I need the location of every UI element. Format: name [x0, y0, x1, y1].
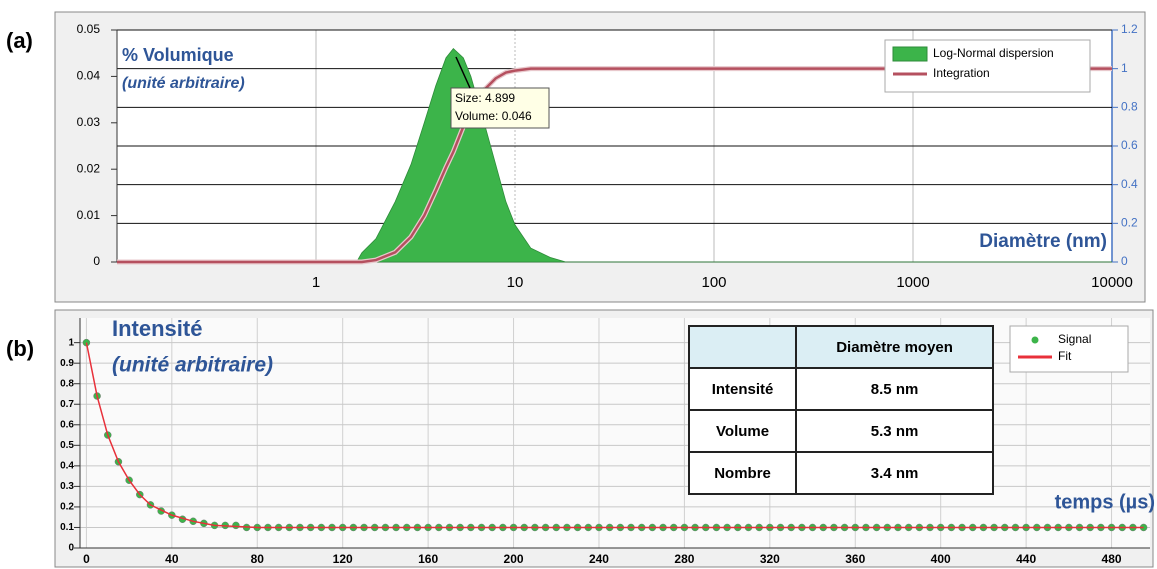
- x-tick-label: 360: [845, 552, 865, 566]
- x-tick-label: 40: [165, 552, 179, 566]
- tooltip-text: Size: 4.899: [455, 91, 515, 105]
- y-tick-label: 0.7: [60, 399, 74, 410]
- x-tick-label: 400: [931, 552, 951, 566]
- area: [117, 47, 1112, 263]
- tooltip-box: [450, 87, 550, 129]
- line: [117, 67, 1112, 264]
- y2-tick-label: 0.8: [1121, 100, 1138, 114]
- legend-box: [1009, 325, 1129, 373]
- x-tick-label: 200: [504, 552, 524, 566]
- x-tick-label: 80: [251, 552, 265, 566]
- y-tick-label: 0.05: [77, 22, 101, 36]
- y-tick-label: 0: [68, 543, 74, 554]
- y-tick-label: 0.3: [60, 481, 74, 492]
- x-tick-label: 120: [333, 552, 353, 566]
- x-tick-label: 10000: [1091, 274, 1133, 291]
- y-label-sub: (unité arbitraire): [112, 354, 273, 377]
- x-tick-label: 480: [1102, 552, 1122, 566]
- y-tick-label: 0.04: [77, 69, 101, 83]
- y-tick-label: 1: [68, 337, 74, 348]
- table-cell: 5.3 nm: [795, 409, 994, 453]
- chart-b: 0 40 80 120 160 200 240 280 320 360 400 440 480 0 0.1 0…: [60, 318, 1150, 566]
- y-tick-label: 0: [93, 254, 100, 268]
- x-tick-label: 320: [760, 552, 780, 566]
- y2-tick-label: 0.6: [1121, 138, 1138, 152]
- legend-label: Signal: [1058, 332, 1091, 346]
- panel-label: (a): [6, 28, 33, 53]
- x-tick-label: 1: [312, 274, 320, 291]
- x-tick-label: 440: [1016, 552, 1036, 566]
- tooltip-arrow: [455, 56, 471, 89]
- y-label-sub: (unité arbitraire): [122, 75, 245, 92]
- table-corner: [687, 325, 798, 369]
- table-cell: Intensité: [687, 367, 798, 411]
- legend-swatch: [892, 46, 928, 62]
- summary-table: Diamètre moyen Intensité 8.5 nm Volume 5.3…: [687, 325, 994, 495]
- y-tick-label: 0.8: [60, 378, 74, 389]
- legend-label: Log-Normal dispersion: [933, 46, 1054, 60]
- chart-a: 1 10 100 1000 10000 0 0.01 0.02 0.03 0.04 0.05 0 0.2…: [77, 22, 1138, 291]
- y-tick-label: 0.4: [60, 460, 74, 471]
- y-tick-label: 0.02: [77, 161, 101, 175]
- x-tick-label: 0: [83, 552, 90, 566]
- x-tick-label: 100: [701, 274, 726, 291]
- y-tick-label: 0.1: [60, 522, 74, 533]
- table-cell: 3.4 nm: [795, 451, 994, 495]
- y-tick-label: 0.03: [77, 115, 101, 129]
- legend-label: Fit: [1058, 349, 1072, 363]
- y-tick-label: 0.2: [60, 502, 74, 513]
- y2-tick-label: 0.4: [1121, 177, 1138, 191]
- x-tick-label: 280: [674, 552, 694, 566]
- y-tick-label: 0.5: [60, 440, 74, 451]
- x-tick-label: 240: [589, 552, 609, 566]
- legend-swatch: [1031, 336, 1039, 344]
- x-tick-label: 10: [507, 274, 524, 291]
- y-tick-label: 0.01: [77, 208, 101, 222]
- x-tick-label: 160: [418, 552, 438, 566]
- tooltip-text: Volume: 0.046: [455, 109, 532, 123]
- y-label: Intensité: [112, 316, 202, 341]
- panel-label: (b): [6, 336, 34, 361]
- y2-tick-label: 1.2: [1121, 22, 1138, 36]
- y-label: % Volumique: [122, 45, 234, 65]
- table-cell: Volume: [687, 409, 798, 453]
- point: [232, 521, 240, 530]
- y-tick-label: 0.6: [60, 419, 74, 430]
- line: [85, 342, 1144, 529]
- x-label: temps (µs): [1055, 491, 1155, 513]
- y2-tick-label: 1: [1121, 61, 1128, 75]
- table-header: Diamètre moyen: [795, 325, 994, 369]
- table-cell: 8.5 nm: [795, 367, 994, 411]
- y-tick-label: 0.9: [60, 358, 74, 369]
- x-label: Diamètre (nm): [979, 231, 1107, 252]
- legend-label: Integration: [933, 66, 990, 80]
- x-tick-label: 1000: [896, 274, 929, 291]
- y2-tick-label: 0: [1121, 254, 1128, 268]
- y2-tick-label: 0.2: [1121, 216, 1138, 230]
- table-cell: Nombre: [687, 451, 798, 495]
